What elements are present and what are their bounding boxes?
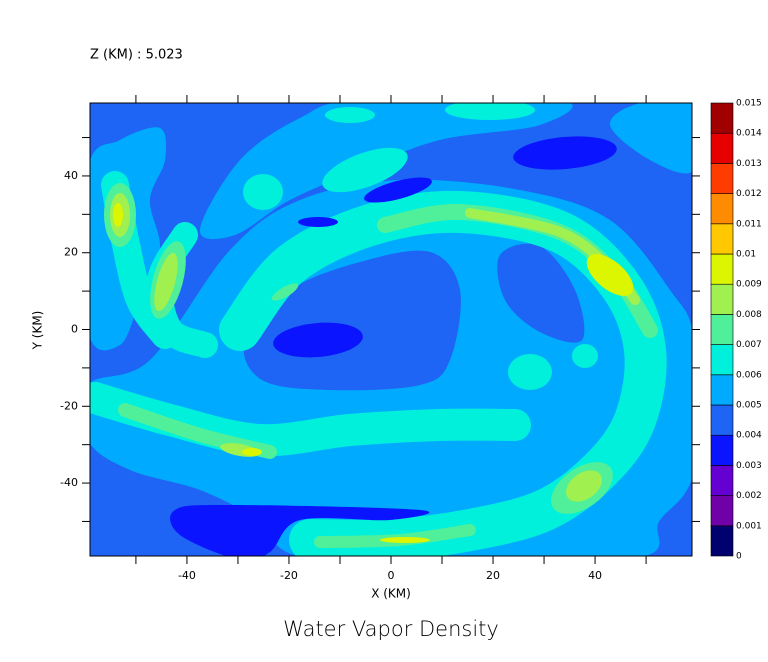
contour-region — [609, 103, 692, 174]
colorbar-label: 0.015 — [736, 99, 762, 109]
chart-title: Water Vapor Density — [283, 617, 499, 641]
x-tick-label: 0 — [388, 569, 395, 582]
colorbar-box — [710, 404, 734, 436]
colorbar-label: 0.009 — [736, 280, 762, 290]
y-tick-label: 20 — [64, 246, 78, 259]
x-tick-label: -20 — [280, 569, 298, 582]
colorbar-label: 0.013 — [736, 159, 762, 169]
contour-region — [199, 103, 573, 240]
colorbar-box — [710, 223, 734, 255]
colorbar-box — [710, 344, 734, 376]
colorbar-box — [710, 193, 734, 225]
colorbar-label: 0.008 — [736, 310, 762, 320]
colorbar-label: 0.001 — [736, 521, 762, 531]
contour-blob — [586, 254, 634, 296]
contour-blob — [513, 136, 617, 170]
colorbar-box — [710, 495, 734, 527]
colorbar-label: 0.014 — [736, 129, 762, 139]
contour-field — [90, 103, 692, 556]
contour-blob — [243, 174, 283, 210]
x-tick-label: -40 — [178, 569, 196, 582]
y-tick-label: 0 — [71, 323, 78, 336]
colorbar-label: 0.012 — [736, 189, 762, 199]
colorbar-box — [710, 434, 734, 466]
y-tick-label: -40 — [60, 476, 78, 489]
subtitle: Z (KM) : 5.023 — [90, 48, 183, 63]
contour-blob — [273, 322, 363, 358]
colorbar-label: 0.01 — [736, 250, 756, 260]
colorbar-box — [710, 163, 734, 194]
colorbar-label: 0.003 — [736, 461, 762, 471]
contour-blob — [154, 252, 178, 312]
x-axis-label: X (KM) — [371, 587, 411, 601]
colorbar-box — [710, 253, 734, 285]
x-tick-label: 40 — [588, 569, 602, 582]
colorbar-label: 0 — [736, 552, 742, 562]
contour-blob — [364, 177, 432, 203]
contour-region — [497, 243, 585, 343]
contour-blob — [508, 354, 552, 390]
y-tick-label: 40 — [64, 169, 78, 182]
contour-blob — [380, 537, 430, 543]
contour-blob — [572, 344, 598, 368]
contour-blob — [325, 107, 375, 123]
colorbar-box — [710, 283, 734, 315]
contour-blob — [113, 203, 123, 227]
colorbar-box — [710, 132, 734, 164]
colorbar-box — [710, 465, 734, 496]
colorbar-label: 0.002 — [736, 491, 762, 501]
colorbar-label: 0.007 — [736, 340, 762, 350]
colorbar-label: 0.011 — [736, 219, 762, 229]
y-tick-label: -20 — [60, 399, 78, 412]
contour-blob — [565, 470, 603, 502]
colorbar-box — [710, 314, 734, 345]
contour-blob — [242, 448, 262, 456]
colorbar-box — [710, 102, 734, 134]
colorbar-label: 0.006 — [736, 370, 762, 380]
colorbar-box — [710, 525, 734, 557]
colorbar-label: 0.005 — [736, 401, 762, 411]
colorbar-box — [710, 374, 734, 406]
contour-blob — [445, 103, 535, 120]
x-tick-label: 20 — [486, 569, 500, 582]
y-axis-label: Y (KM) — [31, 311, 45, 351]
contour-blob — [271, 283, 299, 301]
contour-blob — [322, 147, 408, 193]
contour-region — [170, 505, 430, 556]
contour-blob — [298, 217, 338, 227]
colorbar-label: 0.004 — [736, 431, 762, 441]
